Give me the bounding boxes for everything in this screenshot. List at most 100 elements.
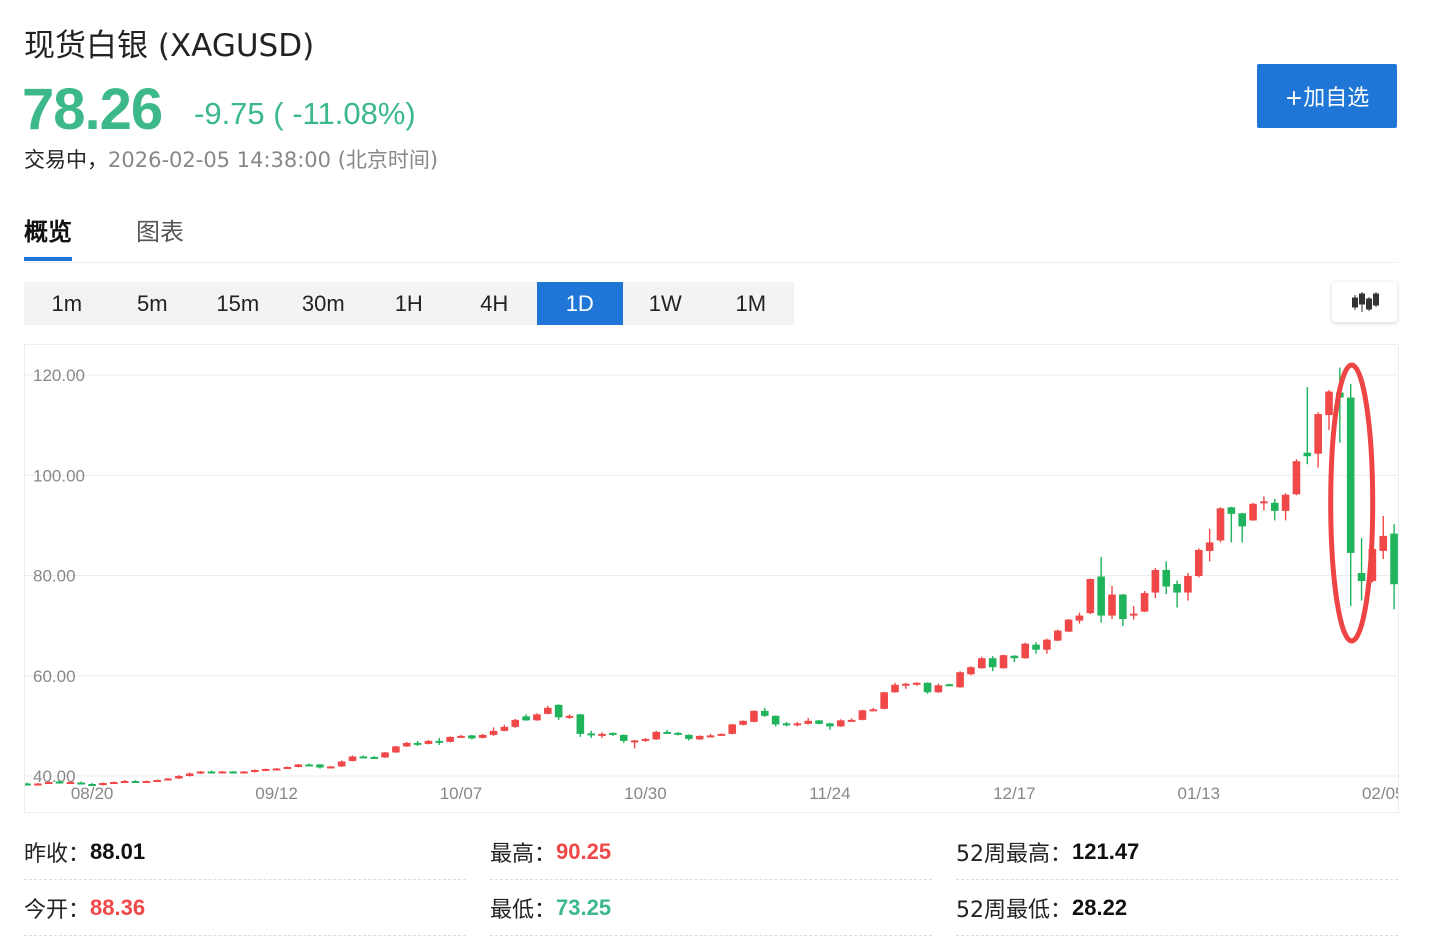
stat-label: 52周最高： [956,841,1072,867]
stat-prev-close: 昨收： 88.01 [24,824,466,880]
candle-down [207,771,216,774]
annotation-ellipse [1328,362,1376,644]
candle-up [1281,494,1290,511]
current-price: 78.26 [22,77,163,142]
candle-down [1162,569,1171,587]
candle-down [305,764,313,767]
candle-down [359,756,368,759]
candle-up [164,778,172,781]
candle-down [923,682,932,693]
candle-down [663,731,671,734]
candle-up [1043,639,1051,650]
candle-up [956,672,964,688]
candle-down [316,764,324,768]
candle-up [1314,414,1322,454]
candle-up [902,683,910,686]
candle-up [381,752,389,758]
candle-down [522,716,530,721]
period-1mo[interactable]: 1M [708,282,794,325]
y-tick-label: 80.00 [33,567,76,586]
candle-up [1064,619,1073,632]
candle-up [891,684,899,693]
y-tick-label: 60.00 [33,667,76,686]
trading-status: 交易中，2026-02-05 14:38:00 (北京时间) [24,144,438,174]
candle-down [88,784,96,787]
price-change: -9.75 ( -11.08%) [194,96,416,131]
candle-up [457,735,465,738]
candle-up [1021,643,1029,659]
x-tick-label: 08/20 [71,784,114,803]
candle-up [1205,542,1214,551]
candle-up [739,720,747,725]
period-30m[interactable]: 30m [281,282,367,325]
candle-down [229,771,237,774]
candle-up [836,720,845,727]
chart-type-button[interactable] [1332,282,1397,322]
candle-up [544,707,552,714]
period-1w[interactable]: 1W [623,282,709,325]
candle-up [337,761,346,767]
candlestick-chart[interactable]: 120.00 100.00 80.00 60.00 40.00 08/20 09/12 10/… [24,344,1399,813]
stat-value: 88.36 [90,894,146,920]
candle-down [1390,533,1398,585]
candle-up [327,766,335,769]
candle-up [912,682,921,685]
candle-down [55,781,64,784]
candle-up [1379,535,1388,551]
candle-down [619,734,628,741]
stat-52w-high: 52周最高： 121.47 [956,824,1398,880]
add-to-watchlist-button[interactable]: +加自选 [1257,64,1397,128]
candle-up [110,782,118,785]
stat-open: 今开： 88.36 [24,880,466,936]
period-15m[interactable]: 15m [195,282,281,325]
candle-down [1346,397,1355,553]
candle-down [1032,644,1040,650]
candle-up [44,782,53,785]
candle-up [793,723,802,726]
period-selector: 1m 5m 15m 30m 1H 4H 1D 1W 1M [24,282,794,325]
stat-low: 最低： 73.25 [490,880,932,936]
candle-up [1184,576,1192,593]
candle-up [728,724,737,734]
candle-down [771,715,780,725]
candle-down [554,704,563,718]
candle-up [1216,508,1225,541]
candle-down [1238,513,1246,527]
candle-up [99,783,107,786]
candle-down [761,710,769,716]
period-1m[interactable]: 1m [24,282,110,325]
period-1d[interactable]: 1D [537,282,623,325]
candle-up [402,742,411,747]
period-1h[interactable]: 1H [366,282,452,325]
y-tick-label: 40.00 [33,767,76,786]
candle-up [695,735,704,740]
period-5m[interactable]: 5m [110,282,196,325]
candle-up [34,783,42,786]
candle-up [1325,391,1333,416]
candle-up [533,714,541,721]
candle-down [77,782,86,785]
candle-down [1227,507,1236,514]
candle-up [283,766,292,769]
stat-label: 最低： [490,897,557,923]
candle-up [858,710,867,720]
candle-up [565,715,574,718]
candle-up [272,768,281,771]
candle-up [717,733,726,736]
candle-up [652,731,661,740]
candle-down [988,658,997,668]
candle-down [587,733,595,736]
candle-up [446,736,454,742]
tab-overview[interactable]: 概览 [24,212,72,261]
candle-up [478,734,487,738]
candle-up [261,768,270,771]
candle-up [847,719,856,722]
candle-up [511,719,520,727]
tab-chart[interactable]: 图表 [136,218,184,246]
candle-up [1249,503,1257,521]
status-label: 交易中， [24,148,108,172]
candle-down [1270,502,1279,511]
candle-down [25,783,31,786]
period-4h[interactable]: 4H [452,282,538,325]
candle-up [489,730,498,735]
